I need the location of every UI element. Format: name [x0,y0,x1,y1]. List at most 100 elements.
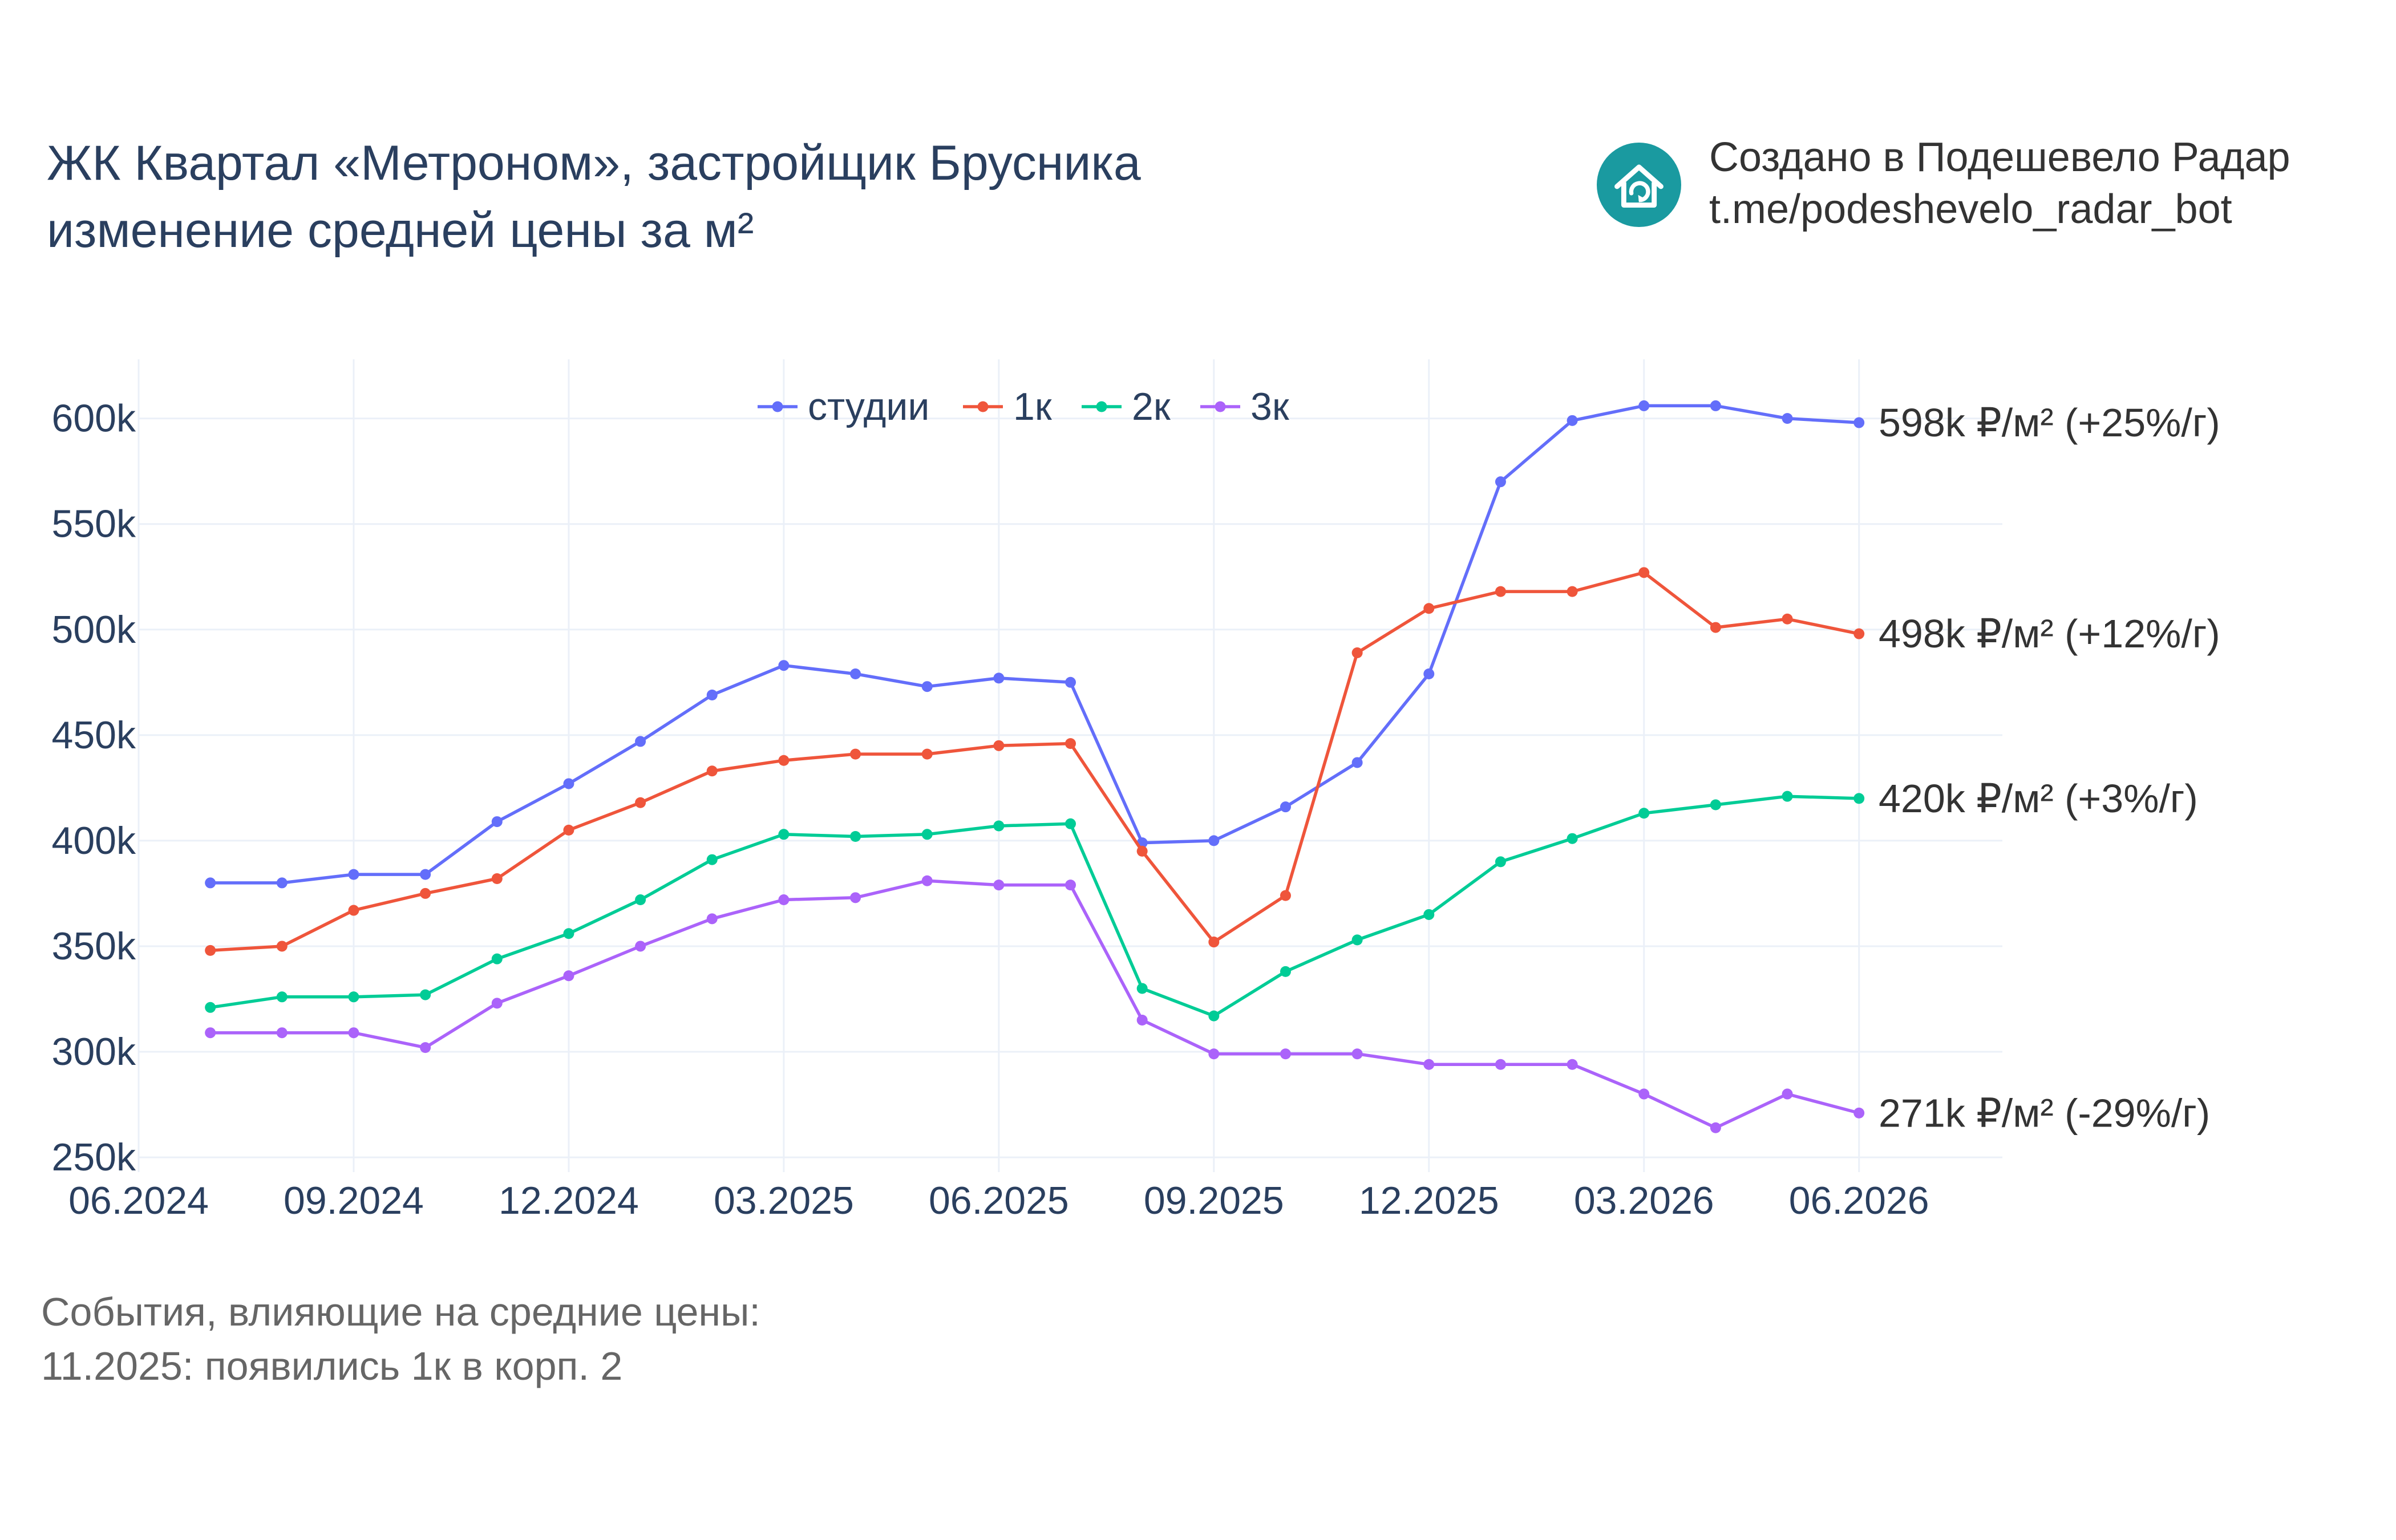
data-point [1495,856,1506,868]
data-point [706,765,718,777]
data-point [993,820,1005,832]
legend-label: 1к [1013,385,1053,428]
data-point [1782,1088,1793,1100]
data-point [276,877,288,889]
data-point [1208,1048,1220,1060]
data-point [1567,586,1578,597]
data-point [1208,937,1220,948]
data-point [921,829,933,840]
data-point [1567,415,1578,426]
y-tick-label: 550k [52,502,136,546]
data-point [491,816,503,828]
data-point [1853,417,1865,428]
legend-swatch-marker [977,401,989,412]
data-point [1853,1107,1865,1118]
data-point [706,690,718,701]
chart-subtitle: изменение средней цены за м² [47,203,754,258]
data-point [1351,1048,1363,1060]
data-point [1638,567,1650,578]
data-point [491,998,503,1009]
legend-label: 2к [1132,385,1171,428]
data-point [1208,835,1220,846]
legend-swatch-marker [1096,401,1107,412]
axis-layer: 250k 300k 350k 400k 450k 500k 550k 600k 06.2024 0… [52,397,1929,1222]
x-tick-label: 12.2025 [1359,1179,1499,1222]
y-tick-label: 350k [52,925,136,968]
legend-swatch-marker [772,401,783,412]
event-note: 11.2025: появились 1к в корп. 2 [41,1344,623,1388]
series-line-2к [208,795,1861,1018]
y-tick-label: 500k [52,608,136,651]
data-point [1638,1088,1650,1100]
data-point [1567,1059,1578,1070]
data-point [1782,791,1793,802]
data-point [1423,1059,1435,1070]
legend-label: студии [808,385,929,428]
end-label: 498k ₽/м² (+12%/г) [1879,611,2220,656]
data-point [921,875,933,886]
data-point [1065,676,1076,688]
data-point [1423,603,1435,614]
legend: студии 1к 2к 3к [758,385,1290,428]
x-tick-label: 06.2026 [1789,1179,1929,1222]
data-point [205,945,216,956]
data-point [1495,586,1506,597]
y-tick-label: 300k [52,1030,136,1073]
data-point [1065,738,1076,749]
branding-link[interactable]: t.me/podeshevelo_radar_bot [1709,187,2232,232]
x-tick-label: 03.2026 [1574,1179,1714,1222]
data-point [1351,757,1363,768]
x-tick-label: 09.2025 [1144,1179,1284,1222]
data-point [420,887,431,899]
x-tick-label: 12.2024 [499,1179,639,1222]
chart-title: ЖК Квартал «Метроном», застройщик Брусни… [47,136,1141,191]
data-point [1495,1059,1506,1070]
data-point [420,869,431,880]
data-point [1136,845,1148,857]
data-point [348,1027,359,1039]
data-point [1782,613,1793,625]
data-point [1136,1015,1148,1026]
data-point [1567,833,1578,844]
grid-layer [137,359,2002,1172]
y-tick-label: 250k [52,1136,136,1179]
data-point [1208,1010,1220,1022]
data-point [778,755,790,766]
x-tick-label: 09.2024 [284,1179,424,1222]
data-point [1136,983,1148,994]
data-point [348,869,359,880]
legend-label: 3к [1250,385,1290,428]
data-point [1351,647,1363,658]
end-label: 271k ₽/м² (-29%/г) [1879,1091,2210,1135]
data-point [420,1042,431,1053]
data-point [563,824,574,836]
data-point [921,681,933,692]
data-point [1710,799,1721,810]
data-point [1065,880,1076,891]
data-point [778,660,790,671]
data-point [1710,400,1721,411]
branding-text: Создано в Подешевело Радар [1709,135,2290,180]
end-label: 598k ₽/м² (+25%/г) [1879,400,2220,445]
data-point [1638,808,1650,819]
data-point [491,873,503,885]
end-label: 420k ₽/м² (+3%/г) [1879,776,2198,821]
data-point [706,913,718,925]
data-point [276,1027,288,1039]
data-point [778,894,790,906]
data-point [1280,1048,1291,1060]
data-point [205,1002,216,1013]
data-point [420,989,431,1000]
data-point [205,1027,216,1039]
data-point [850,830,861,842]
data-point [1853,793,1865,804]
data-point [205,877,216,889]
data-point [850,748,861,760]
data-point [1065,818,1076,829]
data-point [1280,890,1291,901]
data-point [1495,476,1506,488]
data-point [1423,909,1435,920]
data-point [276,991,288,1003]
series-line-студии [208,404,1861,885]
